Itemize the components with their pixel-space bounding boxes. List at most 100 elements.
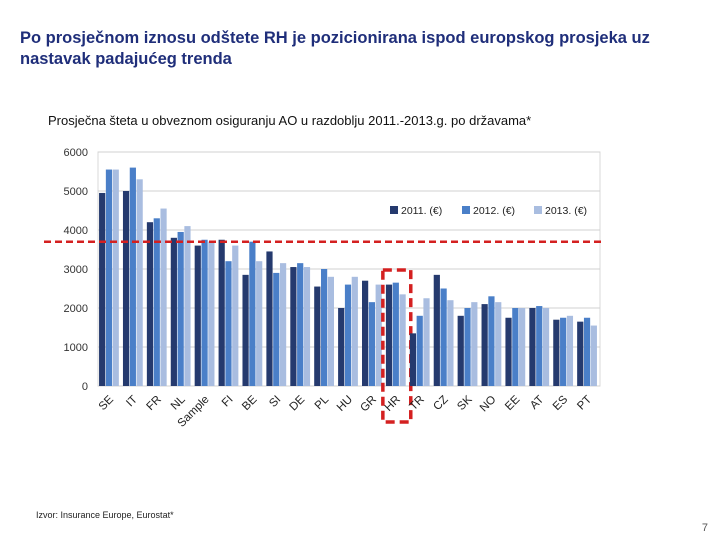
slide-title-line-2: nastavak padajućeg trenda	[20, 50, 232, 68]
x-tick-label: DE	[288, 393, 308, 413]
bar	[505, 317, 512, 386]
bar	[488, 296, 495, 386]
bar	[392, 282, 399, 386]
bar	[225, 261, 232, 386]
bar	[146, 222, 154, 386]
bar	[471, 302, 478, 386]
x-tick-label: SK	[455, 393, 475, 413]
bar	[447, 300, 454, 386]
source-note: Izvor: Insurance Europe, Eurostat*	[36, 510, 174, 520]
y-tick-label: 3000	[64, 264, 88, 276]
bar	[416, 315, 423, 386]
bar	[256, 261, 263, 386]
y-tick-label: 2000	[64, 303, 88, 315]
bar	[170, 237, 177, 386]
bar	[375, 284, 382, 386]
legend-swatch	[534, 206, 542, 214]
bar	[495, 302, 502, 386]
bar	[303, 267, 311, 386]
chart-title: Prosječna šteta u obveznom osiguranju AO…	[48, 113, 532, 128]
x-tick-label: HR	[383, 394, 403, 414]
bar	[184, 226, 191, 386]
y-tick-label: 6000	[64, 147, 88, 159]
x-tick-label: NO	[478, 394, 499, 415]
bar	[529, 308, 536, 386]
legend-label: 2012. (€)	[473, 205, 515, 217]
legend-label: 2011. (€)	[401, 205, 442, 217]
x-tick-label: AT	[528, 394, 546, 412]
bar	[385, 284, 393, 386]
bar	[457, 315, 464, 386]
bar	[590, 325, 597, 386]
x-tick-label: PT	[575, 394, 594, 413]
x-tick-label: ES	[551, 393, 571, 413]
x-tick-label: NL	[169, 393, 188, 412]
bar	[464, 308, 471, 386]
slide-title-line-1: Po prosječnom iznosu odštete RH je pozic…	[20, 29, 650, 47]
bar	[153, 218, 160, 386]
x-tick-label: SE	[97, 393, 117, 413]
bar	[201, 239, 208, 386]
x-tick-label: HU	[335, 394, 355, 414]
x-tick-label: FI	[220, 394, 236, 410]
bar	[273, 272, 280, 386]
bar	[112, 169, 119, 386]
page-number: 7	[701, 522, 708, 534]
bar	[279, 263, 287, 386]
slide-title: Po prosječnom iznosu odštete RH je pozic…	[20, 28, 700, 70]
bar	[208, 241, 215, 386]
bar	[553, 319, 560, 386]
bar	[560, 317, 567, 386]
x-tick-label: PL	[313, 393, 332, 412]
bar	[136, 179, 143, 386]
bar	[399, 294, 406, 386]
bar	[297, 263, 304, 386]
legend-label: 2013. (€)	[545, 205, 587, 217]
x-tick-label: IT	[124, 394, 140, 410]
bar	[160, 208, 167, 386]
bar	[218, 239, 225, 386]
bar	[266, 251, 273, 386]
y-tick-label: 0	[82, 381, 88, 393]
x-tick-label: GR	[358, 394, 379, 415]
bar	[327, 276, 334, 386]
x-tick-label: BE	[240, 393, 260, 413]
bar	[368, 302, 376, 386]
bar	[314, 286, 321, 386]
bar	[242, 274, 249, 386]
bar	[320, 269, 328, 386]
bar	[566, 315, 574, 386]
bar	[122, 191, 130, 386]
bar	[338, 308, 345, 386]
bar	[440, 288, 447, 386]
x-tick-label: CZ	[431, 394, 450, 413]
bar	[583, 317, 591, 386]
bar	[433, 274, 440, 386]
legend-swatch	[462, 206, 470, 214]
legend-swatch	[390, 206, 398, 214]
y-tick-label: 5000	[64, 186, 88, 198]
bar	[409, 333, 417, 386]
bar	[481, 304, 488, 386]
bar	[423, 298, 430, 386]
bar	[351, 276, 358, 386]
bar	[249, 241, 256, 386]
bar	[536, 306, 543, 386]
bar	[344, 284, 352, 386]
bar	[290, 267, 297, 386]
bar	[129, 167, 136, 386]
bar	[105, 169, 113, 386]
y-tick-label: 1000	[64, 342, 88, 354]
bar	[232, 245, 239, 386]
x-tick-label: SI	[267, 394, 283, 410]
bar	[519, 308, 526, 386]
bar	[542, 308, 550, 386]
x-tick-label: FR	[145, 394, 164, 413]
y-tick-label: 4000	[64, 225, 88, 237]
x-tick-label: EE	[503, 393, 523, 413]
bar	[362, 280, 369, 386]
bar	[194, 245, 201, 386]
bar	[99, 192, 106, 386]
bar	[512, 308, 519, 386]
